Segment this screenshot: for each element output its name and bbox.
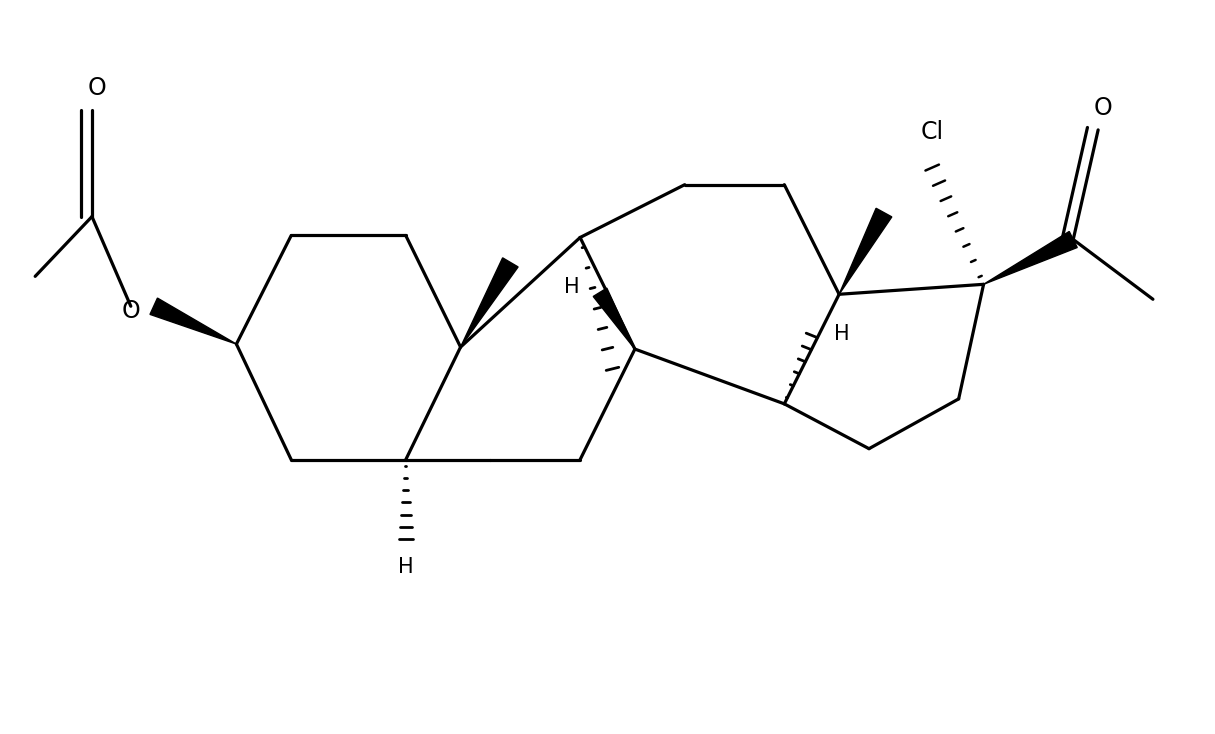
Text: O: O bbox=[87, 76, 107, 100]
Polygon shape bbox=[840, 208, 892, 294]
Text: Cl: Cl bbox=[920, 120, 943, 144]
Polygon shape bbox=[593, 288, 635, 349]
Polygon shape bbox=[149, 298, 237, 344]
Text: H: H bbox=[399, 557, 413, 577]
Polygon shape bbox=[984, 231, 1078, 284]
Text: O: O bbox=[122, 299, 140, 323]
Text: O: O bbox=[1094, 96, 1113, 120]
Text: H: H bbox=[835, 324, 850, 344]
Polygon shape bbox=[460, 258, 518, 347]
Text: H: H bbox=[564, 277, 580, 297]
